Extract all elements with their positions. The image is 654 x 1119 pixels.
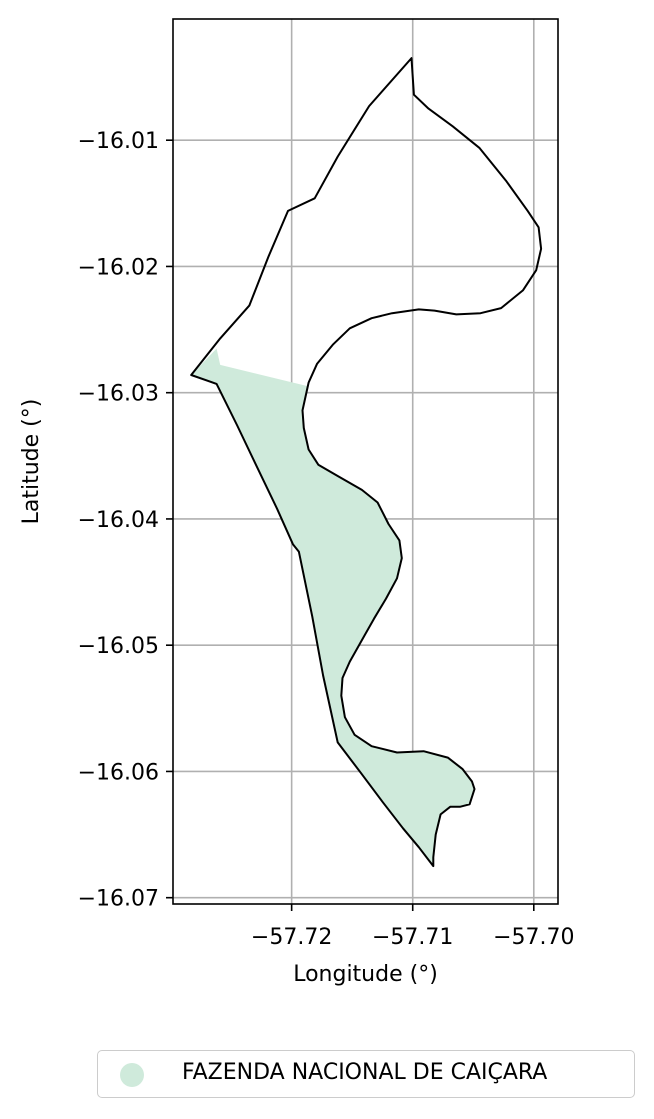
y-tick-label: −16.06 (78, 760, 159, 785)
y-axis-label: Latitude (°) (19, 399, 44, 525)
y-tick-label: −16.03 (78, 382, 159, 407)
farm-boundary-outline (190, 57, 543, 868)
y-tick-label: −16.01 (78, 129, 159, 154)
x-tick-label: −57.70 (493, 925, 574, 950)
x-tick-label: −57.71 (372, 925, 453, 950)
y-tick-label: −16.05 (78, 634, 159, 659)
x-axis-label: Longitude (°) (293, 962, 438, 987)
legend: FAZENDA NACIONAL DE CAIÇARA (97, 1050, 635, 1098)
legend-marker-icon (120, 1063, 144, 1087)
x-tick-label: −57.72 (251, 925, 332, 950)
y-tick-label: −16.07 (78, 887, 159, 912)
legend-label: FAZENDA NACIONAL DE CAIÇARA (182, 1060, 548, 1085)
y-tick-label: −16.02 (78, 255, 159, 280)
farm-filled-area (191, 348, 475, 867)
axes-frame (172, 18, 559, 905)
tick-layer: −57.72 −57.71 −57.70 −16.01 −16.02 −16.03 −16.… (78, 129, 575, 950)
y-tick-label: −16.04 (78, 508, 159, 533)
